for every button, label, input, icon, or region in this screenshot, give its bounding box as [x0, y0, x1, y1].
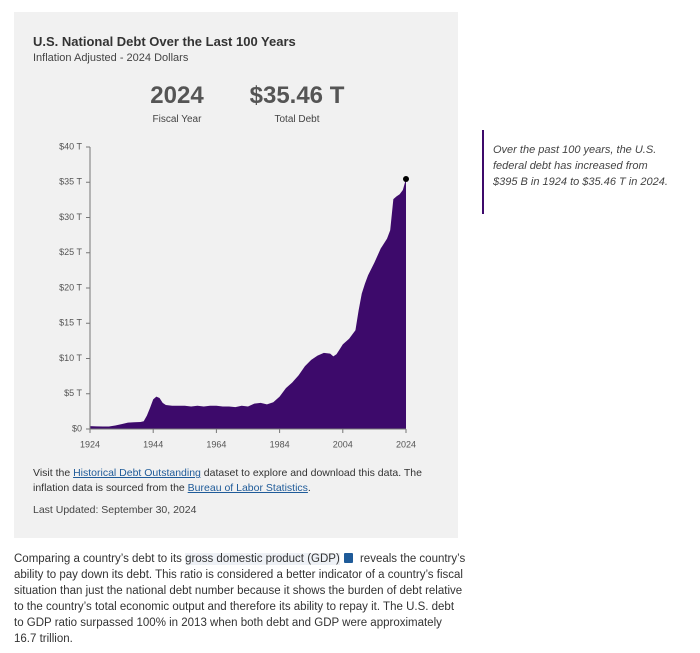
x-tick-label: 1984 [270, 439, 290, 449]
stat-value: $35.46 T [249, 82, 345, 109]
stat-label: Fiscal Year [152, 114, 202, 125]
x-tick-label: 1944 [143, 439, 163, 449]
link[interactable]: Bureau of Labor Statistics [187, 482, 308, 494]
stat-label: Total Debt [274, 114, 320, 125]
footnote: Visit the Historical Debt Outstanding da… [33, 466, 428, 496]
text: . [307, 482, 311, 494]
annotation-rule [482, 130, 484, 214]
chart-subtitle: Inflation Adjusted - 2024 Dollars [33, 52, 189, 64]
link[interactable]: Historical Debt Outstanding [73, 467, 201, 479]
y-tick-label: $25 T [59, 247, 82, 257]
x-tick-label: 1964 [206, 439, 226, 449]
y-tick-label: $0 [72, 423, 82, 433]
paragraph: Comparing a country’s debt to its gross … [14, 551, 466, 647]
y-tick-label: $15 T [59, 318, 82, 328]
y-tick-label: $40 T [59, 141, 82, 151]
y-tick-label: $5 T [64, 388, 82, 398]
glossary-term[interactable]: gross domestic product (GDP) [185, 553, 340, 565]
text: dataset to explore and download this dat… [33, 467, 422, 494]
text: reveals the country’s ability to pay dow… [14, 553, 466, 645]
y-tick-label: $30 T [59, 212, 82, 222]
last-updated: Last Updated: September 30, 2024 [33, 504, 197, 516]
x-tick-label: 1924 [80, 439, 100, 449]
stat-value: 2024 [150, 82, 204, 109]
text: Comparing a country’s debt to its [14, 553, 186, 565]
x-tick-label: 2024 [396, 439, 416, 449]
glossary-icon[interactable] [343, 553, 353, 563]
annotation: Over the past 100 years, the U.S. federa… [493, 144, 668, 188]
text: Visit the [33, 467, 74, 479]
y-tick-label: $10 T [59, 353, 82, 363]
end-point [403, 176, 409, 183]
chart-title: U.S. National Debt Over the Last 100 Yea… [33, 34, 296, 49]
y-tick-label: $20 T [59, 282, 82, 292]
y-tick-label: $35 T [59, 177, 82, 187]
area [90, 179, 406, 429]
x-tick-label: 2004 [333, 439, 353, 449]
